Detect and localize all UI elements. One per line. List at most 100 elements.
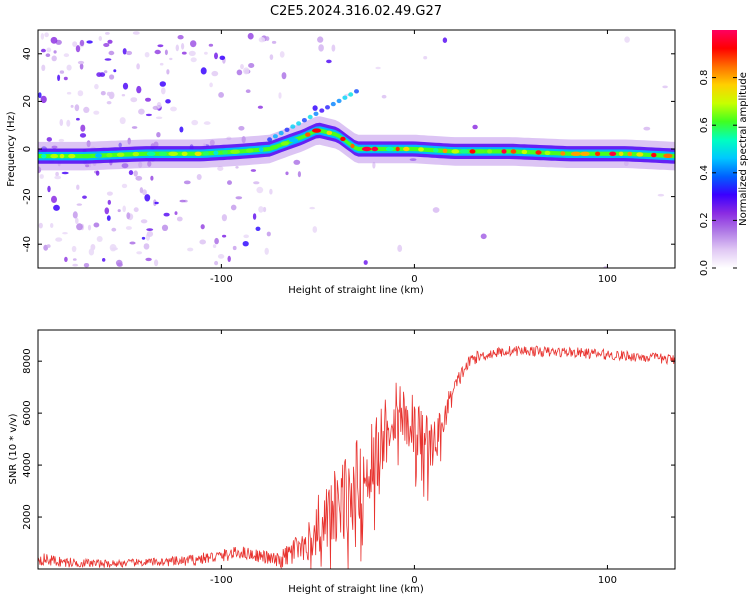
- noise-blob: [242, 241, 249, 247]
- noise-blob: [146, 228, 154, 232]
- ridge-core: [403, 146, 410, 152]
- spectrogram-panel: -100 0 100 -40 -20 0 20 40 Height of straight l…: [6, 29, 676, 296]
- noise-blob: [107, 39, 113, 44]
- ridge-core: [50, 153, 58, 159]
- noise-blob: [164, 49, 168, 56]
- noise-blob: [72, 41, 78, 47]
- noise-blob: [146, 231, 154, 237]
- ridge-core: [132, 151, 139, 157]
- noise-blob: [55, 237, 63, 242]
- noise-blob: [122, 205, 126, 213]
- noise-blob: [82, 195, 87, 199]
- noise-blob: [53, 204, 60, 211]
- branch-blob: [319, 108, 325, 113]
- branch-blob: [313, 111, 319, 117]
- noise-blob: [156, 102, 162, 109]
- noise-blob: [102, 258, 106, 262]
- noise-blob: [139, 187, 144, 194]
- noise-blob: [72, 258, 77, 261]
- ridge-core: [395, 146, 400, 152]
- noise-blob: [75, 217, 79, 224]
- noise-blob: [156, 132, 161, 138]
- noise-blob: [250, 169, 257, 172]
- noise-blob: [150, 175, 154, 181]
- noise-blob: [87, 224, 92, 231]
- ridge-core: [246, 148, 254, 153]
- noise-blob: [214, 260, 219, 266]
- noise-blob: [331, 44, 336, 52]
- noise-blob: [38, 222, 43, 229]
- y-tick-label: 20: [22, 95, 33, 108]
- noise-blob: [83, 263, 90, 268]
- noise-blob: [125, 50, 133, 56]
- noise-blob: [258, 206, 264, 213]
- colorbar-tick-label: 0.6: [699, 117, 710, 133]
- noise-blob: [98, 36, 103, 41]
- noise-blob: [106, 215, 111, 221]
- ridge-core: [560, 151, 566, 156]
- snr-panel: -100 0 100 2000 4000 6000 8000 Height of strai…: [8, 329, 676, 595]
- noise-blob: [86, 40, 93, 44]
- noise-blob: [88, 248, 95, 256]
- noise-blob: [191, 119, 199, 126]
- noise-blob: [136, 63, 140, 70]
- noise-blob: [96, 236, 103, 242]
- spectrogram-data: [38, 31, 675, 268]
- spectrogram-ridge: [38, 89, 675, 171]
- noise-blob: [175, 44, 179, 52]
- noise-blob: [257, 105, 263, 109]
- noise-blob: [66, 119, 71, 127]
- ridge-core: [340, 136, 346, 142]
- noise-blob: [248, 63, 255, 68]
- spectrogram-xlabel: Height of straight line (km): [288, 285, 424, 296]
- ridge-core: [535, 150, 542, 155]
- noise-blob: [432, 207, 440, 213]
- noise-blob: [188, 50, 196, 57]
- x-tick-label: 100: [598, 575, 617, 586]
- noise-blob: [46, 137, 52, 142]
- noise-blob: [140, 219, 148, 224]
- y-tick-label: 4000: [22, 452, 33, 477]
- noise-blob: [227, 180, 232, 185]
- x-tick-label: 100: [598, 274, 617, 285]
- noise-blob: [109, 74, 115, 80]
- branch-blob: [330, 101, 336, 107]
- noise-blob: [130, 97, 138, 103]
- branch-blob: [284, 127, 290, 132]
- noise-blob: [145, 113, 152, 117]
- ridge-core: [194, 151, 202, 156]
- noise-blob: [243, 234, 249, 239]
- branch-blob: [301, 118, 307, 123]
- noise-blob: [177, 35, 184, 40]
- noise-blob: [266, 231, 271, 237]
- noise-blob: [214, 52, 218, 60]
- noise-blob: [136, 251, 143, 255]
- noise-blob: [46, 244, 51, 248]
- noise-blob: [76, 184, 80, 190]
- noise-blob: [121, 94, 126, 97]
- ridge-core: [312, 128, 322, 133]
- ridge-core: [651, 152, 657, 158]
- ridge-core: [371, 146, 379, 152]
- ridge-core: [459, 149, 469, 154]
- noise-blob: [72, 263, 79, 267]
- ridge-core: [230, 149, 240, 154]
- ridge-core: [636, 152, 644, 157]
- noise-blob: [245, 89, 251, 93]
- branch-blob: [354, 89, 359, 94]
- noise-blob: [116, 262, 123, 267]
- noise-blob: [375, 66, 381, 70]
- noise-blob: [76, 203, 83, 206]
- noise-blob: [76, 117, 80, 121]
- noise-blob: [104, 70, 108, 74]
- noise-blob: [219, 55, 226, 60]
- noise-blob: [38, 92, 42, 99]
- noise-blob: [106, 191, 113, 196]
- noise-blob: [155, 116, 163, 120]
- branch-blob: [348, 92, 354, 97]
- noise-blob: [80, 124, 86, 132]
- snr-frame: [37, 329, 676, 570]
- ridge-core: [95, 153, 102, 158]
- noise-blob: [54, 175, 62, 180]
